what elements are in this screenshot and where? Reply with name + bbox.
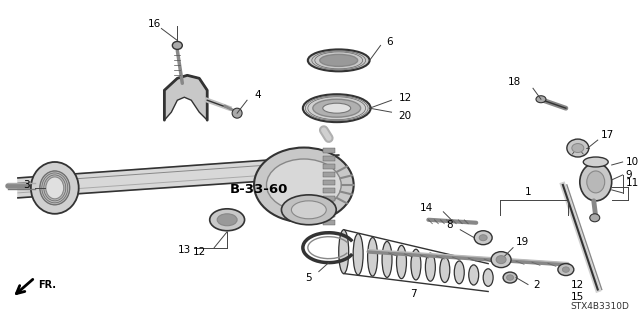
Bar bbox=[323, 196, 335, 201]
Circle shape bbox=[232, 108, 242, 118]
Bar bbox=[323, 164, 335, 169]
Text: 12: 12 bbox=[571, 279, 584, 290]
Bar bbox=[323, 148, 335, 153]
Bar bbox=[323, 212, 335, 217]
Text: 12: 12 bbox=[399, 93, 412, 103]
Text: 12: 12 bbox=[193, 247, 206, 257]
Text: 20: 20 bbox=[399, 111, 412, 121]
Ellipse shape bbox=[567, 139, 589, 157]
Ellipse shape bbox=[339, 230, 349, 274]
Ellipse shape bbox=[454, 261, 464, 284]
Text: 8: 8 bbox=[447, 220, 453, 230]
Ellipse shape bbox=[320, 55, 358, 66]
Ellipse shape bbox=[558, 263, 574, 276]
Bar bbox=[323, 180, 335, 185]
Text: STX4B3310D: STX4B3310D bbox=[571, 302, 630, 311]
Ellipse shape bbox=[46, 177, 64, 199]
Ellipse shape bbox=[308, 49, 370, 71]
Bar bbox=[323, 156, 335, 161]
Text: 17: 17 bbox=[601, 130, 614, 140]
Ellipse shape bbox=[468, 265, 479, 285]
Text: 16: 16 bbox=[148, 19, 161, 28]
Ellipse shape bbox=[580, 163, 612, 201]
Text: FR.: FR. bbox=[38, 279, 56, 290]
Ellipse shape bbox=[426, 253, 435, 281]
Bar bbox=[323, 204, 335, 209]
Ellipse shape bbox=[172, 41, 182, 49]
Ellipse shape bbox=[291, 201, 326, 219]
Text: 5: 5 bbox=[305, 272, 312, 283]
Text: 13: 13 bbox=[178, 245, 191, 255]
Ellipse shape bbox=[266, 159, 341, 211]
Text: 14: 14 bbox=[420, 203, 433, 213]
Text: B-33-60: B-33-60 bbox=[230, 183, 288, 197]
Ellipse shape bbox=[590, 214, 600, 222]
Text: 7: 7 bbox=[410, 289, 417, 300]
Text: 4: 4 bbox=[254, 90, 260, 100]
Ellipse shape bbox=[583, 157, 608, 167]
Ellipse shape bbox=[40, 171, 70, 205]
Ellipse shape bbox=[323, 103, 351, 113]
Ellipse shape bbox=[507, 275, 513, 280]
Ellipse shape bbox=[303, 94, 371, 122]
Text: 18: 18 bbox=[508, 77, 521, 87]
Ellipse shape bbox=[367, 238, 378, 276]
Polygon shape bbox=[18, 155, 339, 198]
Ellipse shape bbox=[503, 272, 517, 283]
Text: 2: 2 bbox=[533, 279, 540, 290]
Ellipse shape bbox=[563, 267, 570, 272]
Text: 15: 15 bbox=[571, 293, 584, 302]
Ellipse shape bbox=[479, 235, 487, 241]
Ellipse shape bbox=[483, 269, 493, 286]
Ellipse shape bbox=[282, 195, 336, 225]
Ellipse shape bbox=[474, 231, 492, 245]
Bar bbox=[323, 188, 335, 193]
Bar bbox=[323, 220, 335, 225]
Bar bbox=[323, 172, 335, 177]
Text: 6: 6 bbox=[387, 37, 393, 48]
Ellipse shape bbox=[353, 234, 363, 275]
Ellipse shape bbox=[440, 257, 450, 283]
Ellipse shape bbox=[382, 241, 392, 278]
Ellipse shape bbox=[536, 96, 546, 103]
Text: 10: 10 bbox=[626, 157, 639, 167]
Ellipse shape bbox=[572, 144, 584, 152]
Ellipse shape bbox=[397, 245, 406, 279]
Text: 9: 9 bbox=[626, 170, 632, 180]
Ellipse shape bbox=[217, 214, 237, 226]
Ellipse shape bbox=[31, 162, 79, 214]
Text: 1: 1 bbox=[525, 187, 531, 197]
Ellipse shape bbox=[254, 148, 354, 222]
Ellipse shape bbox=[210, 209, 244, 231]
Ellipse shape bbox=[411, 249, 421, 280]
Ellipse shape bbox=[491, 252, 511, 268]
Text: 11: 11 bbox=[626, 178, 639, 188]
Ellipse shape bbox=[496, 256, 506, 263]
Text: 3: 3 bbox=[23, 180, 30, 190]
Ellipse shape bbox=[587, 171, 605, 193]
Ellipse shape bbox=[313, 99, 360, 117]
Text: 19: 19 bbox=[516, 237, 529, 247]
Polygon shape bbox=[164, 75, 207, 120]
